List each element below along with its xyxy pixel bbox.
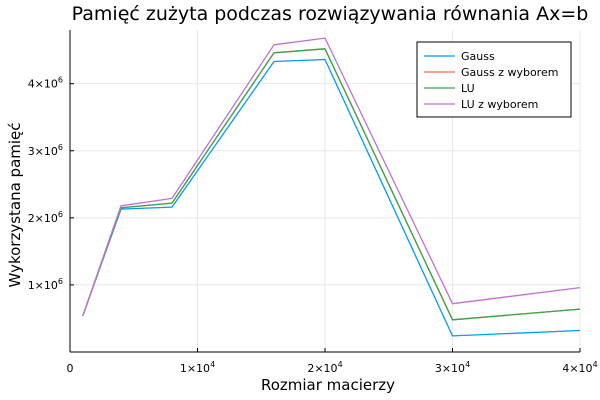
- legend-label: LU: [461, 82, 475, 95]
- y-tick-label: 2×106: [28, 210, 63, 225]
- legend: Gauss Gauss z wyborem LU LU z wyborem: [416, 41, 572, 118]
- legend-label: Gauss: [461, 50, 495, 63]
- y-tick-label: 3×106: [28, 143, 63, 158]
- y-tick-mantissa: 3×10: [28, 145, 58, 158]
- y-tick-mantissa: 4×10: [28, 78, 58, 91]
- y-axis-label: Wykorzystana pamięć: [6, 122, 24, 287]
- x-tick-mantissa: 1×10: [180, 362, 210, 375]
- x-tick-mantissa: 2×10: [307, 362, 337, 375]
- x-tick-exponent: 4: [465, 360, 470, 369]
- axes: 0 1×104 2×104 3×104 4×1041×1062×1063×1064×10…: [28, 30, 598, 375]
- x-axis-label: Rozmiar macierzy: [261, 376, 395, 394]
- y-tick-exponent: 6: [58, 210, 63, 219]
- series-line-lu-z-wyborem: [82, 37, 581, 317]
- x-tick-label: 2×104: [307, 360, 342, 375]
- plot-lines: [82, 37, 581, 337]
- x-tick-exponent: 4: [593, 360, 598, 369]
- y-tick-exponent: 6: [58, 76, 63, 85]
- y-tick-exponent: 6: [58, 277, 63, 286]
- x-tick-exponent: 4: [338, 360, 343, 369]
- x-tick-mantissa: 4×10: [562, 362, 592, 375]
- legend-label: Gauss z wyborem: [461, 66, 558, 79]
- y-tick-label: 4×106: [28, 76, 63, 91]
- y-tick-exponent: 6: [58, 143, 63, 152]
- x-tick-mantissa: 3×10: [435, 362, 465, 375]
- legend-label: LU z wyborem: [461, 98, 538, 111]
- y-tick-mantissa: 1×10: [28, 279, 58, 292]
- x-tick-exponent: 4: [210, 360, 215, 369]
- x-tick-label: 1×104: [180, 360, 215, 375]
- x-tick-label: 4×104: [562, 360, 597, 375]
- x-tick-label: 3×104: [435, 360, 470, 375]
- series-line-lu: [82, 48, 581, 321]
- y-tick-mantissa: 2×10: [28, 212, 58, 225]
- x-tick-label: 0: [67, 362, 74, 375]
- x-tick-mantissa: 0: [67, 362, 74, 375]
- y-tick-label: 1×106: [28, 277, 63, 292]
- chart-title: Pamięć zużyta podczas rozwiązywania równ…: [72, 3, 589, 25]
